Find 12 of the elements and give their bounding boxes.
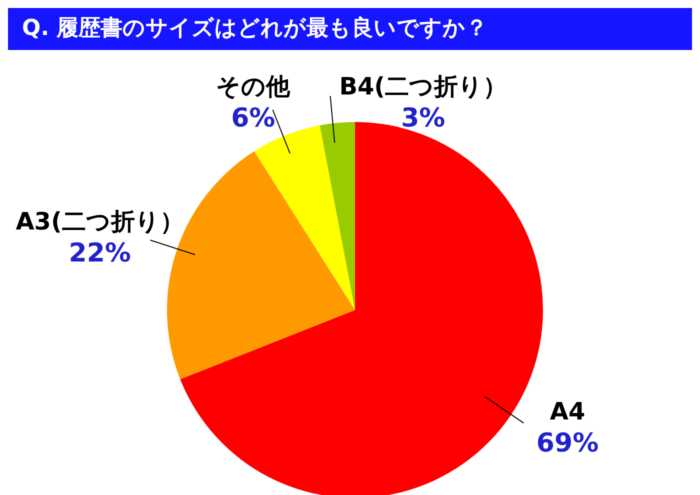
chart-title: Q. 履歴書のサイズはどれが最も良いですか？ — [8, 8, 692, 50]
slice-label: A4 — [550, 398, 586, 426]
pie-slice — [167, 151, 355, 380]
pie-slice — [320, 122, 355, 310]
slice-label: A3(二つ折り） — [16, 208, 184, 236]
data-label: 69% — [536, 428, 599, 459]
data-label: 22% — [68, 238, 131, 269]
data-label: 6% — [231, 103, 276, 134]
slice-label: B4(二つ折り） — [339, 72, 508, 100]
slice-label: その他 — [216, 72, 292, 100]
data-label: 3% — [401, 103, 446, 134]
pie-slice — [254, 125, 355, 310]
